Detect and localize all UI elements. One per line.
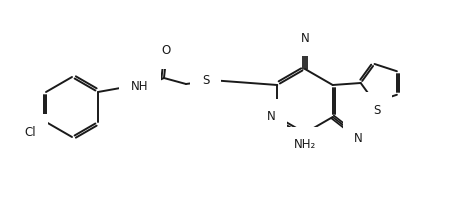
Text: O: O (162, 44, 171, 58)
Text: Cl: Cl (24, 125, 36, 138)
Text: NH₂: NH₂ (294, 138, 316, 152)
Text: S: S (202, 74, 210, 87)
Text: N: N (301, 32, 310, 44)
Text: S: S (373, 104, 380, 117)
Text: N: N (354, 131, 363, 145)
Text: NH: NH (131, 79, 149, 92)
Text: N: N (267, 111, 276, 124)
